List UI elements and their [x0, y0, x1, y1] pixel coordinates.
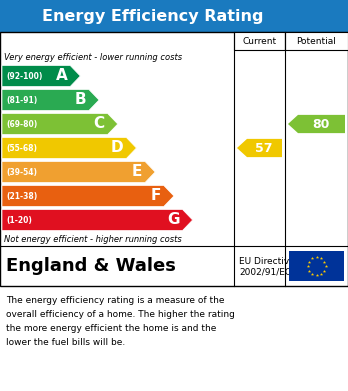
Text: (92-100): (92-100): [6, 72, 42, 81]
Polygon shape: [2, 185, 174, 206]
Text: (39-54): (39-54): [6, 167, 37, 176]
Text: B: B: [74, 93, 86, 108]
Text: G: G: [167, 212, 180, 228]
Text: Potential: Potential: [296, 36, 337, 45]
Text: EU Directive: EU Directive: [239, 257, 295, 266]
Bar: [285, 32, 348, 50]
Text: lower the fuel bills will be.: lower the fuel bills will be.: [6, 338, 125, 347]
Text: (69-80): (69-80): [6, 120, 37, 129]
Polygon shape: [2, 210, 192, 231]
Polygon shape: [2, 113, 118, 135]
Text: (81-91): (81-91): [6, 95, 37, 104]
Bar: [234, 32, 285, 50]
Text: (55-68): (55-68): [6, 143, 37, 152]
Text: 2002/91/EC: 2002/91/EC: [239, 267, 291, 276]
Polygon shape: [237, 139, 282, 157]
Polygon shape: [2, 138, 136, 158]
Text: Energy Efficiency Rating: Energy Efficiency Rating: [42, 9, 264, 23]
Polygon shape: [2, 90, 99, 111]
Text: Current: Current: [243, 36, 277, 45]
Polygon shape: [2, 66, 80, 86]
Text: (21-38): (21-38): [6, 192, 37, 201]
Bar: [0, 32, 348, 286]
Text: The energy efficiency rating is a measure of the: The energy efficiency rating is a measur…: [6, 296, 224, 305]
Text: Not energy efficient - higher running costs: Not energy efficient - higher running co…: [4, 235, 182, 244]
Polygon shape: [288, 115, 345, 133]
Text: E: E: [132, 165, 142, 179]
Text: (1-20): (1-20): [6, 215, 32, 224]
Text: England & Wales: England & Wales: [6, 257, 176, 275]
Text: Very energy efficient - lower running costs: Very energy efficient - lower running co…: [4, 52, 182, 61]
Text: the more energy efficient the home is and the: the more energy efficient the home is an…: [6, 324, 216, 333]
Bar: [289, 251, 344, 281]
Bar: [0, 0, 348, 32]
Text: overall efficiency of a home. The higher the rating: overall efficiency of a home. The higher…: [6, 310, 235, 319]
Text: D: D: [111, 140, 123, 156]
Polygon shape: [2, 161, 155, 183]
Text: F: F: [150, 188, 161, 203]
Text: A: A: [55, 68, 67, 84]
Text: 57: 57: [255, 142, 272, 154]
Text: C: C: [94, 117, 105, 131]
Text: 80: 80: [312, 118, 329, 131]
